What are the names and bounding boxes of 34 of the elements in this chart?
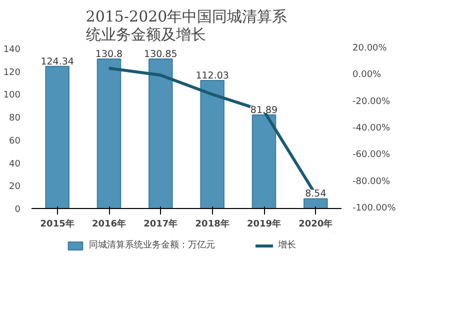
bar (45, 66, 70, 208)
bar (200, 80, 224, 208)
y2-tick-label: 0.00% (352, 70, 382, 80)
y2-tick-label: -80.00% (352, 176, 391, 187)
x-tick-label: 2016年 (92, 218, 126, 230)
y2-tick-label: -40.00% (352, 124, 391, 134)
legend-label: 同城清算系统业务金额：万亿元 (89, 239, 215, 252)
x-tick-label: 2015年 (40, 218, 74, 230)
x-tick-label: 2017年 (144, 218, 178, 230)
data-label: 124.34 (40, 56, 74, 68)
y-tick-label: 20 (9, 182, 21, 192)
y-tick-label: 140 (3, 45, 21, 55)
legend-label: 增长 (278, 239, 297, 252)
y-tick-label: 80 (9, 114, 21, 124)
y-tick-label: 0 (14, 205, 21, 215)
y2-tick-label: -100.00% (352, 204, 396, 214)
chart-title: 2015-2020年中国同城清算系统业务金额及增长 (86, 8, 288, 44)
x-tick-label: 2020年 (298, 218, 333, 230)
y-tick-label: 60 (9, 136, 21, 146)
y2-tick-label: 20.00% (352, 44, 388, 54)
y2-tick-label: -20.00% (352, 96, 391, 107)
bar (148, 58, 173, 208)
y2-tick-label: -60.00% (352, 150, 391, 160)
y-tick-label: 40 (9, 159, 21, 170)
data-label: 130.8 (95, 49, 123, 60)
y-tick-label: 100 (3, 90, 21, 101)
x-tick-label: 2019年 (246, 218, 282, 230)
y-tick-label: 120 (3, 68, 21, 78)
data-label: 81.89 (250, 104, 278, 116)
x-tick-label: 2018年 (195, 218, 230, 230)
bar (96, 58, 122, 208)
data-label: 112.03 (196, 70, 229, 82)
bar (304, 198, 328, 208)
data-label: 130.85 (144, 48, 178, 60)
